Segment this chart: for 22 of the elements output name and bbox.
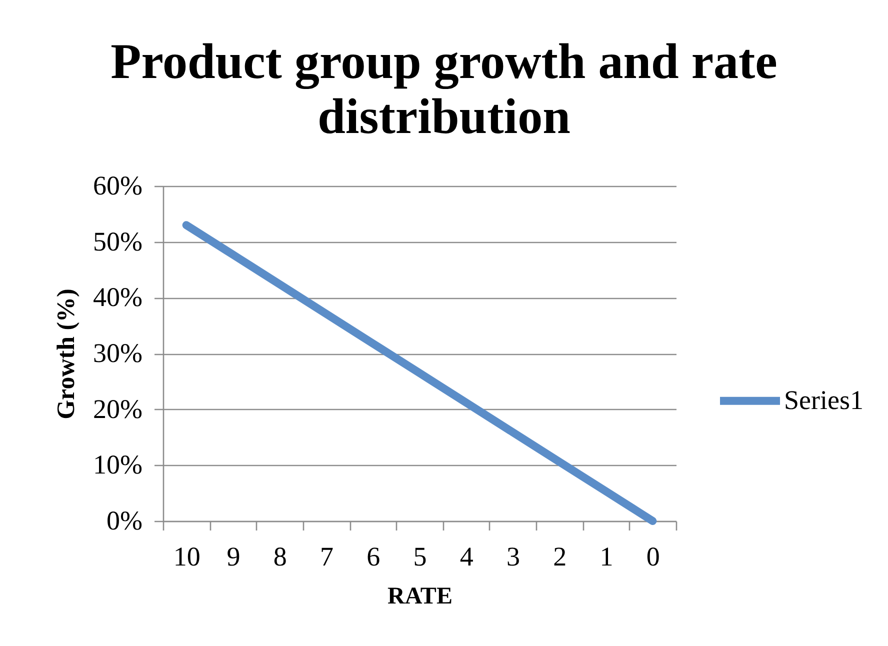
y-tick-label: 40% [93,282,142,312]
y-tick-label: 50% [93,226,142,256]
y-tick-label: 60% [93,170,142,200]
chart-title: Product group growth and rate distribution [110,33,778,144]
y-tick-label: 10% [93,450,142,480]
x-tick-label: 5 [413,542,427,572]
x-tick-label: 4 [460,542,474,572]
x-axis-title: RATE [388,584,452,610]
y-axis-title: Growth (%) [53,288,80,420]
x-tick-label: 8 [273,542,287,572]
x-tick-label: 3 [506,542,520,572]
x-tick-label: 1 [600,542,614,572]
x-tick-label: 10 [173,542,200,572]
legend-label: Series1 [784,384,864,415]
y-tick-label: 20% [93,394,142,424]
x-tick-label: 0 [646,542,660,572]
x-tick-label: 7 [320,542,334,572]
x-tick-label: 6 [366,542,380,572]
x-tick-label: 2 [553,542,567,572]
x-tick-label: 9 [226,542,240,572]
y-tick-label: 30% [93,338,142,368]
y-tick-label: 0% [106,506,142,536]
